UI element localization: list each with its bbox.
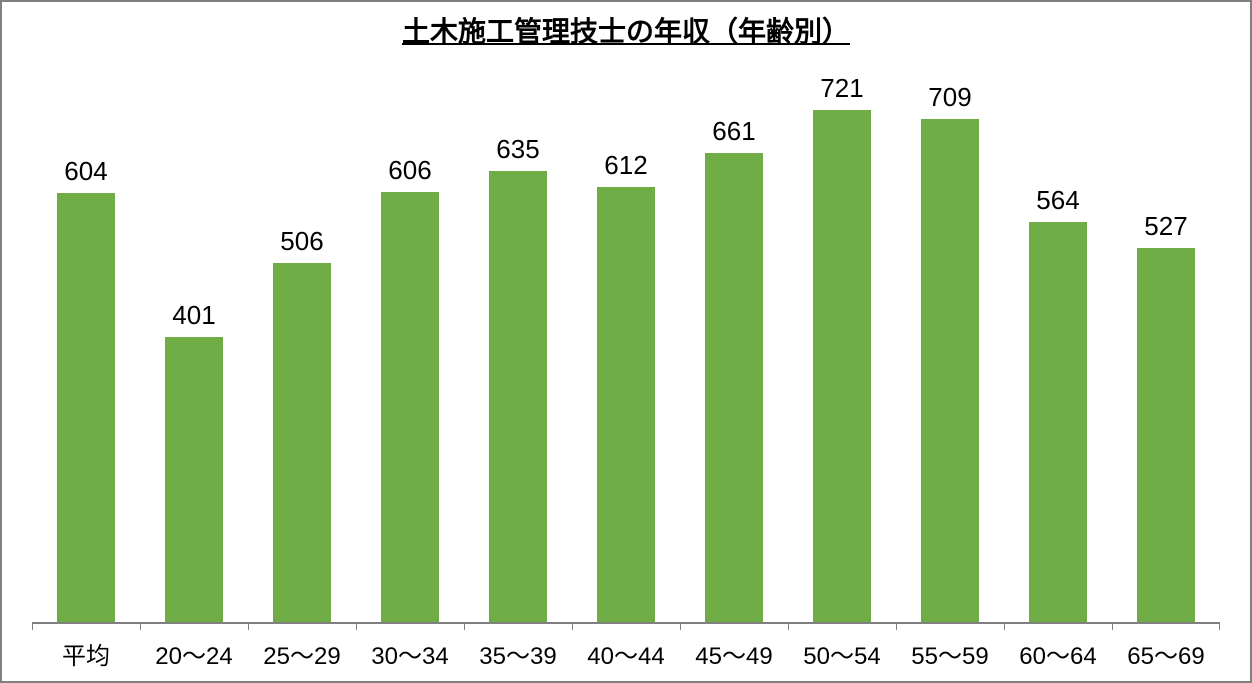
x-axis-label: 25～29 xyxy=(248,636,356,671)
bar-slot: 661 xyxy=(680,54,788,622)
bar xyxy=(57,193,115,622)
bar-slot: 606 xyxy=(356,54,464,622)
x-tick xyxy=(32,624,140,630)
x-axis-label: 35～39 xyxy=(464,636,572,671)
bar xyxy=(165,337,223,622)
x-tick xyxy=(356,624,464,630)
x-axis-label: 60～64 xyxy=(1004,636,1112,671)
x-tick xyxy=(680,624,788,630)
bar-value-label: 661 xyxy=(712,116,755,147)
x-tick xyxy=(788,624,896,630)
chart-title: 土木施工管理技士の年収（年齢別） xyxy=(2,10,1250,50)
bar-value-label: 506 xyxy=(280,226,323,257)
bars-row: 604 401 506 606 635 612 661 721 709 564 527 xyxy=(32,54,1220,624)
x-tick xyxy=(896,624,1004,630)
bar-value-label: 635 xyxy=(496,134,539,165)
x-axis-labels: 平均20～2425～2930～3435～3940～4445～4950～5455～… xyxy=(32,636,1220,671)
bar-slot: 527 xyxy=(1112,54,1220,622)
bar xyxy=(597,187,655,622)
x-tick xyxy=(1004,624,1112,630)
bar-value-label: 721 xyxy=(820,73,863,104)
bar-value-label: 709 xyxy=(928,82,971,113)
bar-slot: 612 xyxy=(572,54,680,622)
x-tick xyxy=(140,624,248,630)
x-tick xyxy=(572,624,680,630)
bar xyxy=(381,192,439,622)
x-axis-label: 40～44 xyxy=(572,636,680,671)
bar-value-label: 527 xyxy=(1144,211,1187,242)
bar-value-label: 604 xyxy=(64,156,107,187)
x-axis-label: 平均 xyxy=(32,636,140,671)
bar-slot: 709 xyxy=(896,54,1004,622)
bar xyxy=(813,110,871,622)
x-axis-label: 65～69 xyxy=(1112,636,1220,671)
bar xyxy=(921,119,979,622)
bar-slot: 564 xyxy=(1004,54,1112,622)
bar xyxy=(273,263,331,622)
bar-value-label: 401 xyxy=(172,300,215,331)
x-tick xyxy=(1112,624,1220,630)
x-axis-label: 30～34 xyxy=(356,636,464,671)
x-tick xyxy=(464,624,572,630)
bar xyxy=(1137,248,1195,622)
bar xyxy=(705,153,763,622)
bar xyxy=(489,171,547,622)
bar-value-label: 606 xyxy=(388,155,431,186)
chart-frame: 土木施工管理技士の年収（年齢別） 604 401 506 606 635 612 661 72… xyxy=(0,0,1252,683)
x-axis-label: 55～59 xyxy=(896,636,1004,671)
bar xyxy=(1029,222,1087,622)
tick-row xyxy=(32,624,1220,630)
bar-value-label: 612 xyxy=(604,150,647,181)
x-axis-label: 45～49 xyxy=(680,636,788,671)
x-axis-label: 50～54 xyxy=(788,636,896,671)
plot-area: 604 401 506 606 635 612 661 721 709 564 527 平均20～2… xyxy=(2,54,1250,681)
bar-value-label: 564 xyxy=(1036,185,1079,216)
x-tick xyxy=(248,624,356,630)
bar-slot: 635 xyxy=(464,54,572,622)
bar-slot: 401 xyxy=(140,54,248,622)
x-axis-label: 20～24 xyxy=(140,636,248,671)
bar-slot: 604 xyxy=(32,54,140,622)
bar-slot: 506 xyxy=(248,54,356,622)
bar-slot: 721 xyxy=(788,54,896,622)
